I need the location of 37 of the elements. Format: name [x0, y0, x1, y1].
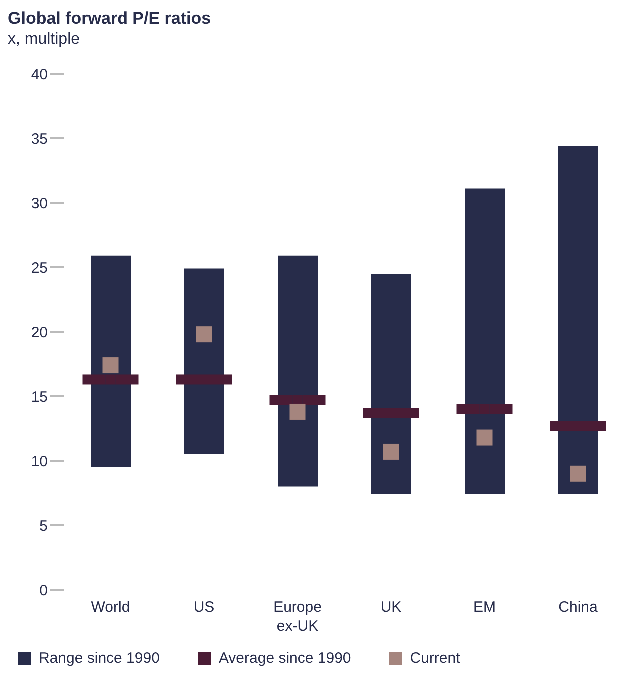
y-tick-label: 25	[31, 260, 48, 277]
chart-title: Global forward P/E ratios	[8, 8, 212, 30]
point	[476, 430, 493, 446]
y-tick-label: 15	[31, 388, 48, 406]
point	[199, 374, 210, 385]
legend-label: Average since 1990	[218, 650, 352, 667]
point	[290, 404, 306, 420]
bar	[465, 188, 505, 495]
legend-label: Current	[410, 650, 460, 667]
bar	[184, 268, 224, 455]
point	[386, 408, 396, 418]
bar	[558, 146, 598, 495]
point	[383, 444, 400, 460]
x-tick-label: US	[194, 599, 215, 616]
chart-subtitle: x, multiple	[8, 30, 82, 50]
y-tick-label: 30	[31, 195, 48, 212]
point	[106, 374, 116, 385]
y-tick-label: 35	[31, 130, 48, 148]
y-tick-label: 20	[31, 324, 48, 342]
point	[102, 358, 119, 374]
y-tick-label: 0	[40, 582, 48, 600]
point	[196, 326, 212, 343]
point	[480, 404, 490, 414]
bar	[278, 256, 318, 487]
bar	[91, 256, 131, 468]
y-tick-label: 10	[31, 453, 48, 470]
bar	[372, 274, 412, 495]
x-tick-label: World	[91, 599, 130, 616]
y-tick-label: 5	[40, 518, 48, 535]
x-tick-label: China	[558, 599, 598, 616]
y-tick-label: 40	[31, 66, 48, 84]
x-tick-label: UK	[380, 599, 402, 616]
point	[573, 421, 584, 432]
x-tick-label: Europe ex-UK	[274, 599, 322, 635]
point	[570, 466, 586, 482]
legend-label: Range since 1990	[39, 650, 160, 667]
x-tick-label: EM	[474, 599, 496, 616]
